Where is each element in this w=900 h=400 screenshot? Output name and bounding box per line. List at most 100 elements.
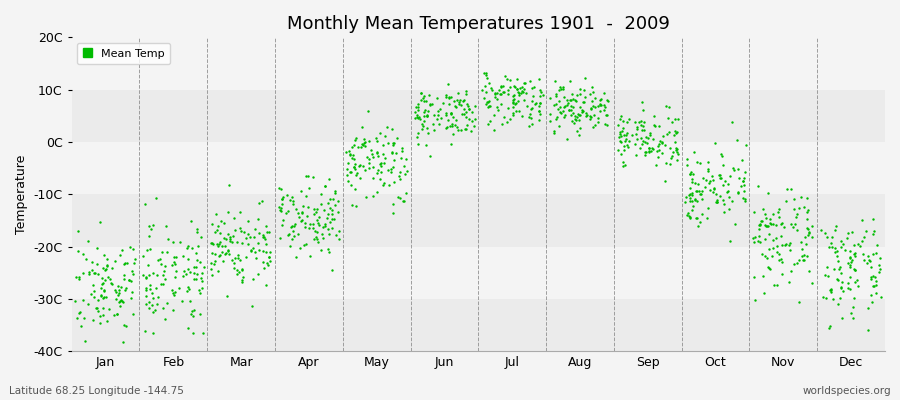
Point: [655, 138, 670, 145]
Point: [158, 223, 173, 229]
Point: [340, 160, 355, 166]
Point: [506, 110, 520, 117]
Point: [244, 248, 258, 255]
Point: [417, 93, 431, 99]
Point: [868, 290, 883, 296]
Point: [376, 160, 391, 166]
Point: [419, 98, 434, 104]
Point: [560, 97, 574, 104]
Point: [126, 271, 140, 278]
Point: [533, 93, 547, 99]
Point: [487, 111, 501, 118]
Point: [72, 310, 86, 317]
Point: [834, 279, 849, 285]
Point: [500, 91, 515, 97]
Point: [830, 248, 844, 254]
Point: [864, 264, 878, 270]
Point: [156, 272, 170, 278]
Point: [148, 306, 162, 313]
Point: [73, 309, 87, 315]
Point: [580, 112, 594, 118]
Point: [186, 307, 201, 314]
Point: [146, 222, 160, 228]
Point: [241, 241, 256, 248]
Point: [666, 149, 680, 156]
Point: [232, 209, 247, 215]
Point: [500, 75, 514, 82]
Point: [842, 254, 857, 260]
Point: [688, 197, 702, 204]
Point: [301, 173, 315, 180]
Point: [150, 301, 165, 307]
Point: [244, 247, 258, 254]
Point: [385, 149, 400, 156]
Point: [85, 267, 99, 273]
Point: [799, 195, 814, 202]
Point: [747, 238, 761, 245]
Point: [112, 290, 126, 296]
Point: [409, 114, 423, 121]
Point: [175, 298, 189, 305]
Point: [757, 290, 771, 296]
Point: [285, 200, 300, 207]
Point: [633, 145, 647, 152]
Point: [351, 144, 365, 150]
Point: [758, 222, 772, 228]
Point: [414, 96, 428, 103]
Point: [454, 96, 468, 103]
Point: [638, 152, 652, 158]
Point: [235, 277, 249, 283]
Point: [411, 129, 426, 136]
Point: [600, 96, 615, 103]
Point: [302, 221, 317, 228]
Point: [734, 157, 749, 163]
Point: [516, 88, 530, 95]
Point: [313, 247, 328, 254]
Point: [231, 255, 246, 261]
Point: [328, 190, 343, 196]
Point: [464, 128, 478, 135]
Point: [445, 121, 459, 127]
Point: [146, 309, 160, 315]
Point: [373, 176, 387, 182]
Point: [534, 88, 548, 95]
Point: [119, 285, 133, 291]
Point: [316, 224, 330, 230]
Point: [848, 278, 862, 285]
Point: [321, 230, 336, 237]
Point: [873, 266, 887, 272]
Point: [783, 247, 797, 253]
Point: [417, 108, 431, 115]
Point: [98, 266, 112, 272]
Point: [831, 258, 845, 264]
Point: [867, 273, 881, 279]
Point: [323, 205, 338, 212]
Point: [775, 220, 789, 226]
Point: [293, 188, 308, 194]
Point: [191, 243, 205, 249]
Point: [212, 240, 226, 247]
Point: [102, 306, 116, 312]
Point: [765, 210, 779, 217]
Point: [515, 83, 529, 90]
Point: [709, 197, 724, 203]
Point: [831, 300, 845, 307]
Point: [482, 102, 497, 109]
Point: [352, 163, 366, 169]
Point: [444, 110, 458, 116]
Point: [769, 235, 783, 242]
Point: [818, 230, 832, 236]
Point: [816, 293, 831, 300]
Point: [548, 116, 562, 122]
Point: [449, 116, 464, 123]
Point: [493, 83, 508, 90]
Point: [438, 110, 453, 116]
Point: [239, 254, 254, 261]
Point: [510, 98, 525, 104]
Point: [692, 188, 706, 194]
Point: [683, 171, 698, 177]
Point: [85, 291, 99, 297]
Point: [245, 303, 259, 309]
Point: [190, 228, 204, 235]
Point: [846, 314, 860, 321]
